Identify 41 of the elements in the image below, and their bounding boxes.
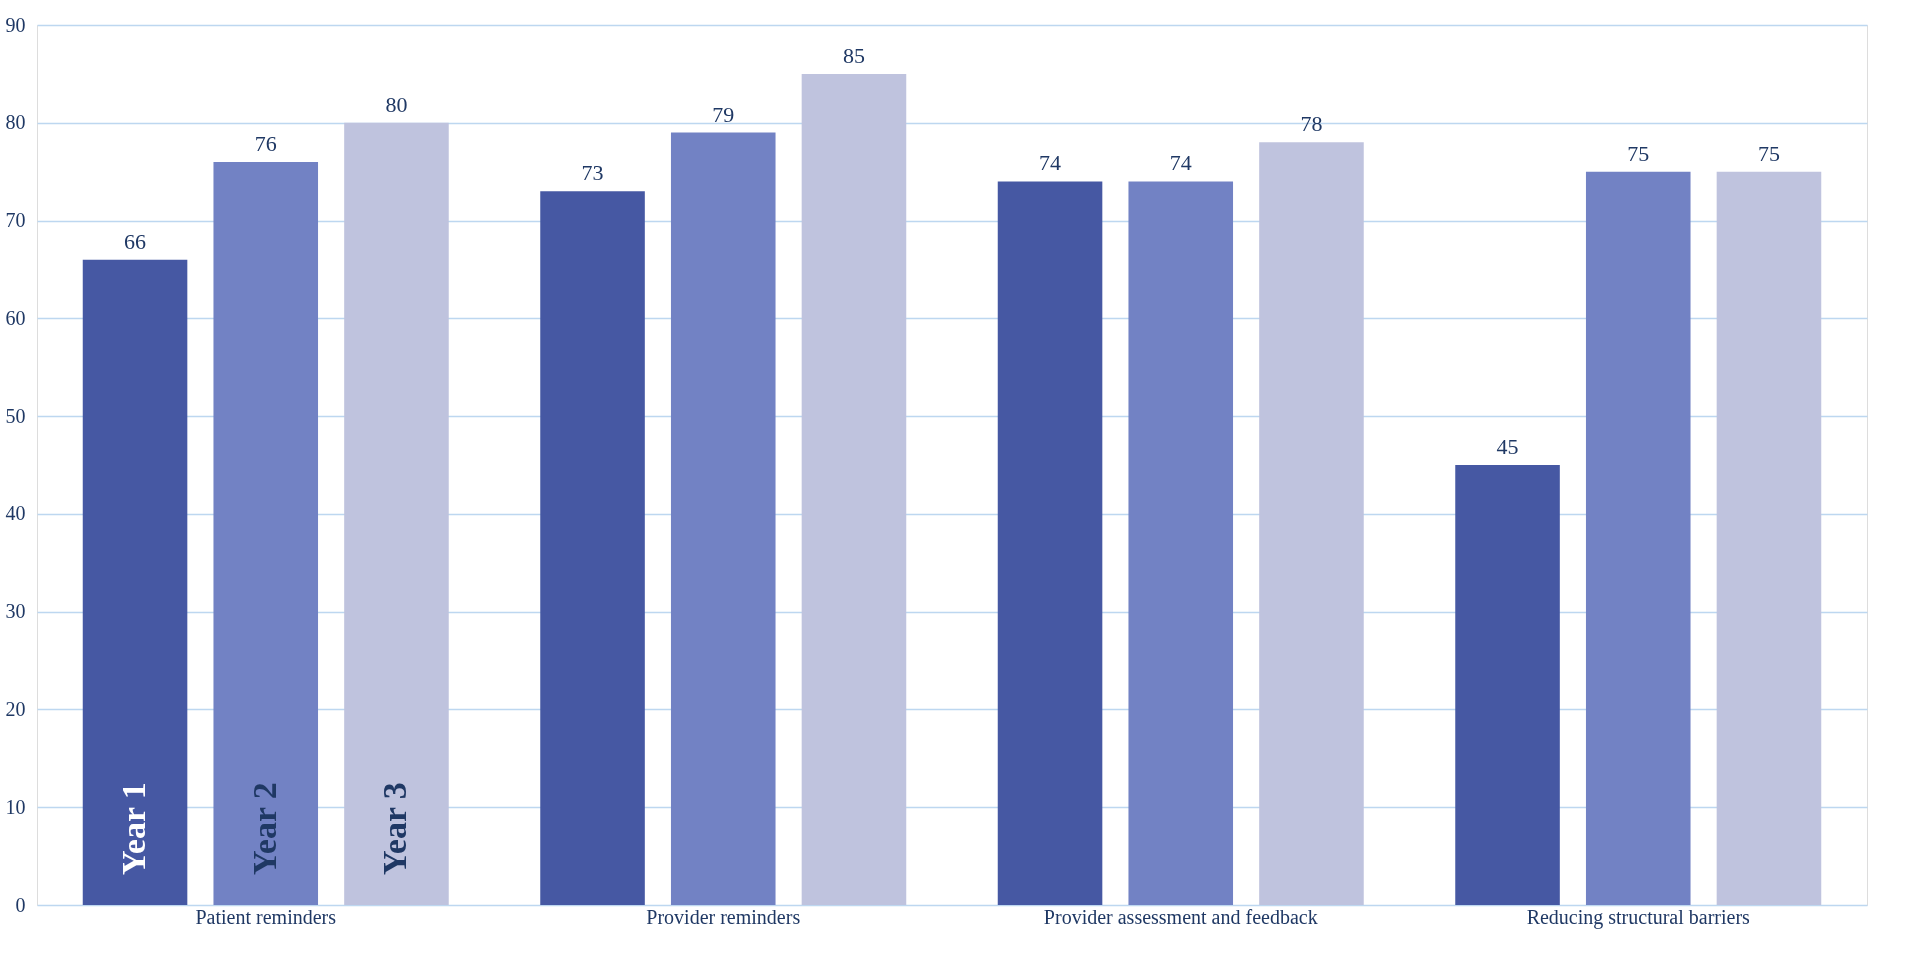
bar (82, 259, 188, 905)
bar (344, 122, 449, 905)
data-label: 74 (1039, 150, 1062, 176)
bar (670, 132, 776, 905)
bar (1259, 142, 1364, 905)
bar (540, 191, 645, 905)
data-label: 75 (1757, 140, 1780, 166)
data-label: 76 (254, 130, 277, 156)
bar (1585, 171, 1691, 905)
y-tick-label: 40 (5, 502, 26, 525)
y-tick-label: 60 (5, 306, 26, 329)
bar (1455, 465, 1560, 905)
bar (1716, 171, 1822, 905)
y-tick-label: 90 (5, 13, 26, 36)
bar (1128, 181, 1234, 905)
series-label: Year 3 (376, 782, 414, 875)
y-tick-label: 70 (5, 209, 26, 232)
data-label: 75 (1627, 140, 1650, 166)
y-tick-label: 0 (15, 893, 26, 916)
data-label: 85 (842, 42, 865, 68)
data-label: 74 (1169, 150, 1192, 176)
data-label: 78 (1300, 111, 1323, 137)
data-label: 45 (1496, 434, 1519, 459)
y-tick-label: 80 (5, 111, 26, 134)
series-label: Year 1 (115, 782, 153, 875)
y-tick-label: 50 (5, 404, 26, 427)
y-tick-label: 10 (5, 795, 26, 818)
data-label: 73 (581, 160, 604, 186)
x-tick-label: Provider assessment and feedback (1043, 905, 1318, 928)
bar (213, 161, 319, 905)
data-label: 79 (712, 101, 735, 127)
data-label: 80 (385, 91, 408, 117)
y-tick-label: 30 (5, 600, 26, 623)
x-tick-label: Patient reminders (195, 905, 337, 928)
data-label: 66 (124, 228, 147, 254)
bar (801, 73, 907, 905)
y-tick-label: 20 (5, 697, 26, 720)
bar (997, 181, 1103, 905)
series-label: Year 2 (245, 782, 283, 875)
x-tick-label: Provider reminders (646, 905, 801, 928)
x-tick-label: Reducing structural barriers (1526, 905, 1751, 929)
